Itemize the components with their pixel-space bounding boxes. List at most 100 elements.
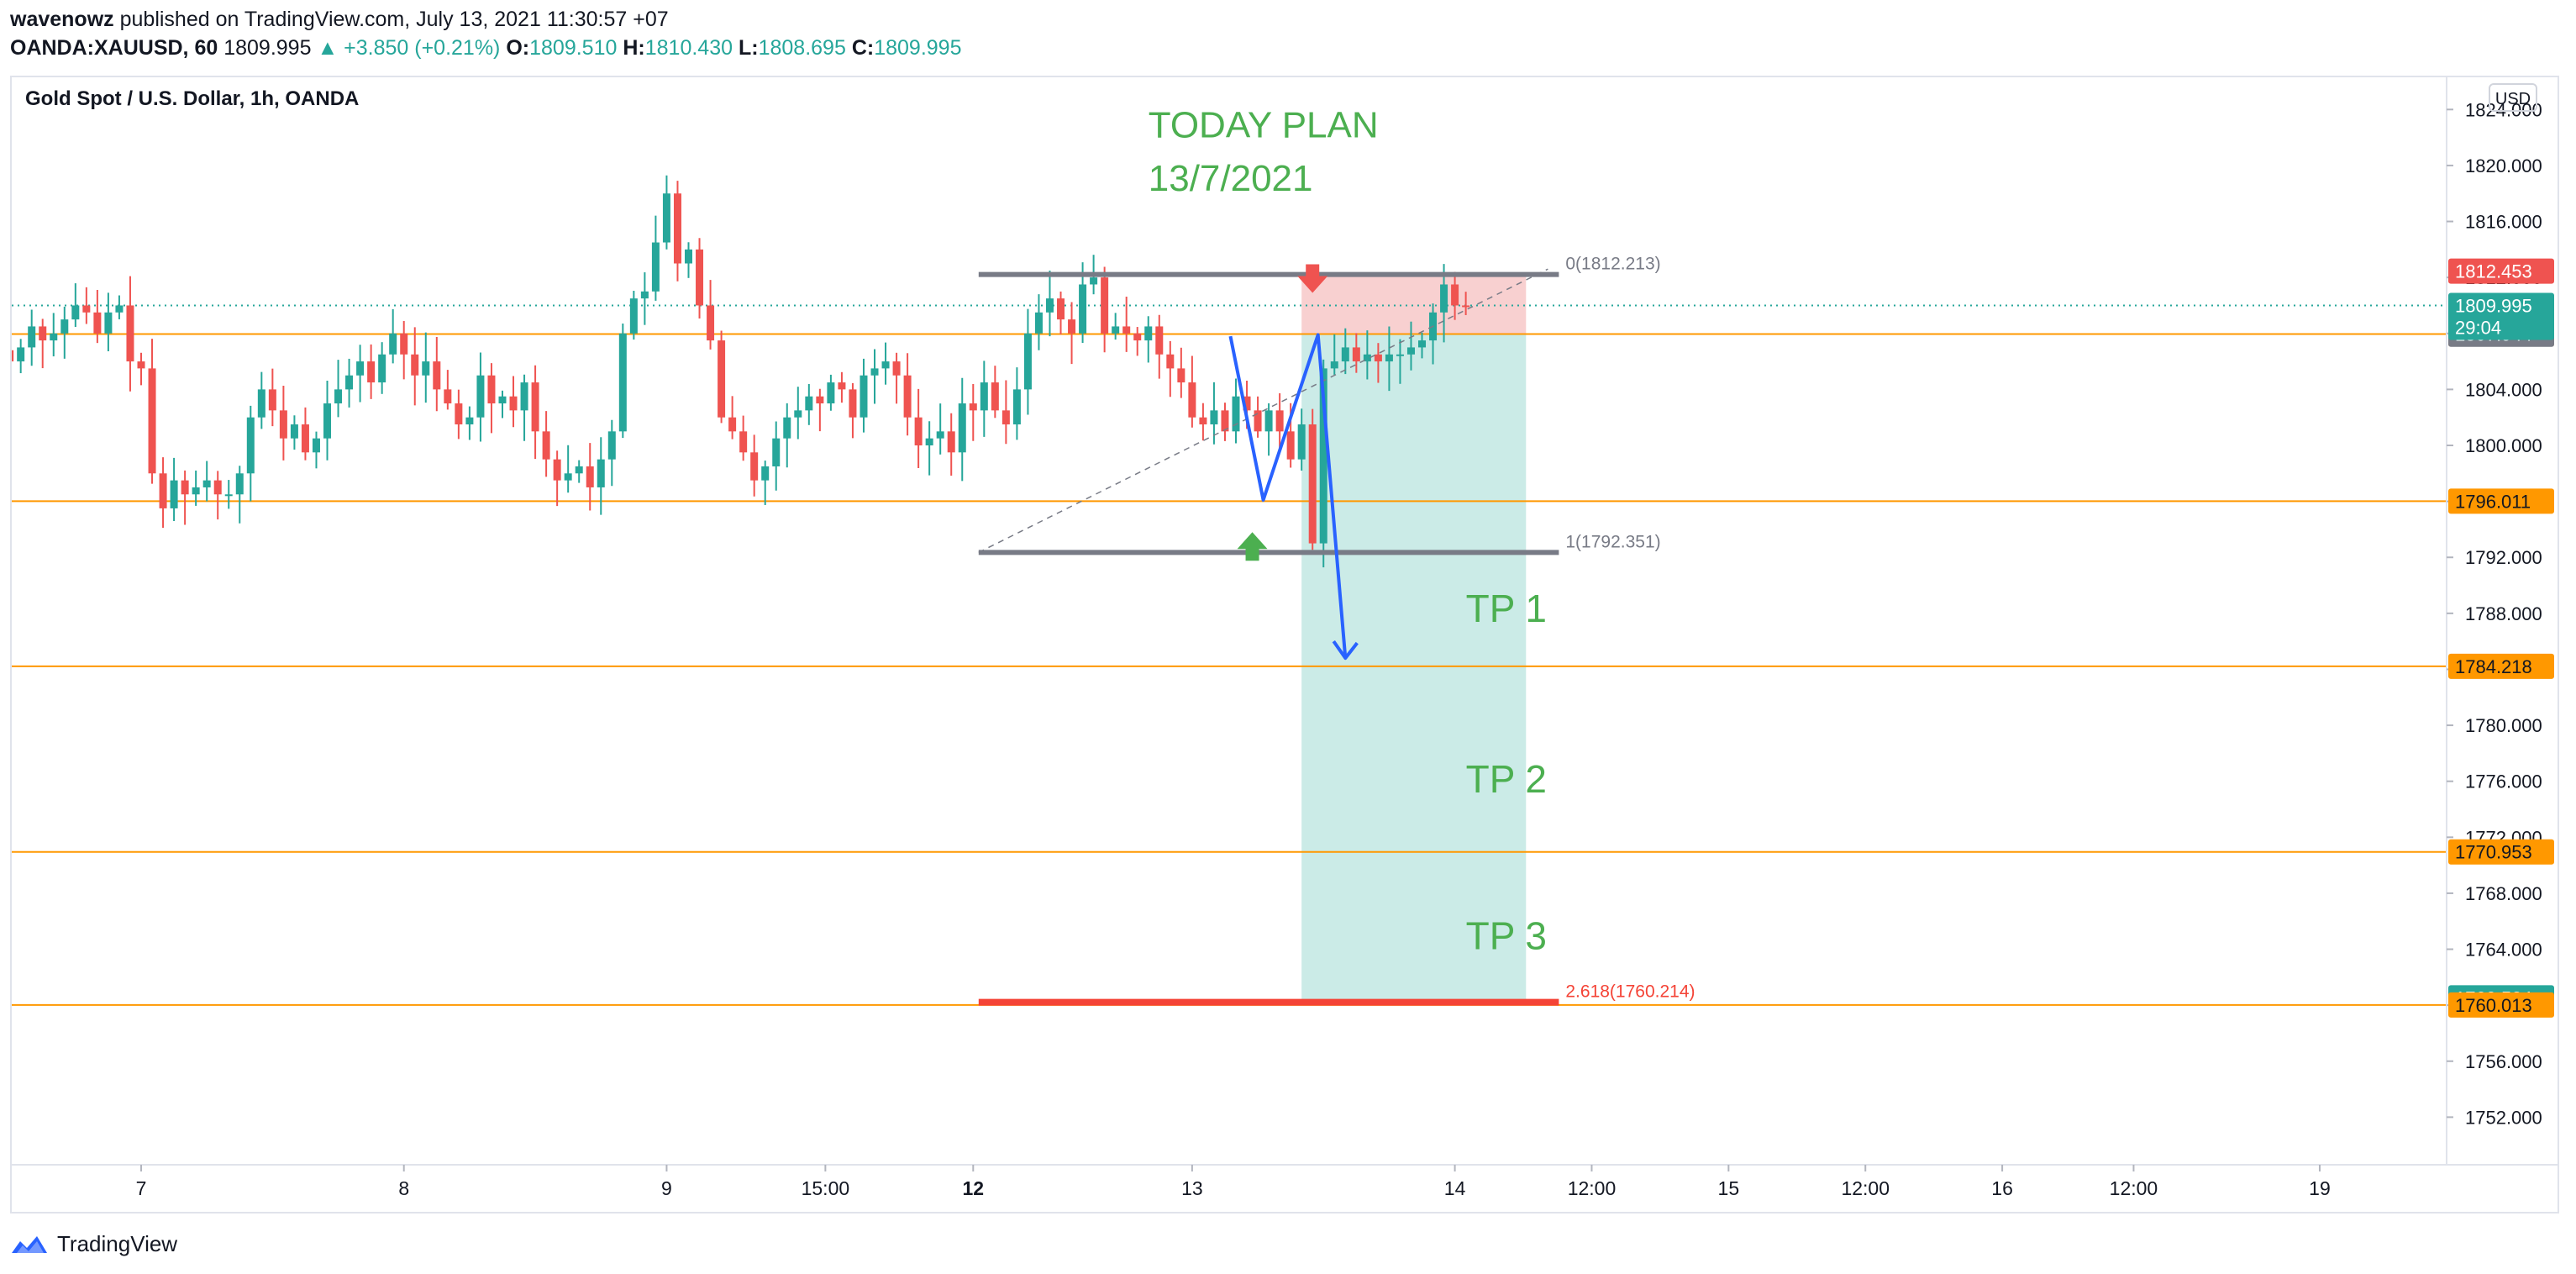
candle-body <box>1144 326 1153 341</box>
candle <box>629 291 638 340</box>
open-value: 1809.510 <box>529 36 618 60</box>
candle <box>586 443 594 511</box>
chart-annotation: 13/7/2021 <box>1149 158 1313 199</box>
close-label: C: <box>851 36 875 60</box>
candle <box>12 350 14 362</box>
candle <box>1023 308 1032 415</box>
candle-body <box>1286 431 1295 460</box>
current-price-tag: 1809.995 <box>2455 296 2532 317</box>
candle-body <box>246 417 255 474</box>
candle-body <box>761 466 770 481</box>
candle-body <box>1374 354 1382 362</box>
candle-body <box>400 333 408 355</box>
y-tick-label: 1780.000 <box>2465 715 2542 736</box>
stop-loss-zone <box>1301 274 1527 334</box>
candle-body <box>126 305 134 362</box>
candle <box>1462 292 1470 315</box>
currency-button[interactable]: USD <box>2489 83 2537 112</box>
candle <box>509 376 518 428</box>
candle-body <box>487 375 496 404</box>
candle <box>542 411 550 477</box>
chart-annotation: TP 1 <box>1466 587 1547 630</box>
candle <box>1112 313 1120 340</box>
candle <box>739 415 748 461</box>
candle-body <box>104 312 113 334</box>
candle-body <box>367 361 376 383</box>
candle-body <box>235 473 244 495</box>
y-tick-label: 1776.000 <box>2465 771 2542 792</box>
open-label: O: <box>506 36 530 60</box>
candle-body <box>925 438 933 445</box>
candle <box>159 457 167 529</box>
candle <box>257 371 265 429</box>
candle <box>345 358 354 408</box>
x-tick-label: 12:00 <box>2110 1177 2158 1199</box>
price-tag-bg <box>2448 258 2554 284</box>
candle <box>411 327 419 406</box>
candle-body <box>257 389 265 418</box>
candle <box>707 280 715 350</box>
fib-level-label: 1(1792.351) <box>1565 532 1660 551</box>
candle <box>389 308 397 364</box>
current-price-tag-bg <box>2448 292 2554 340</box>
candle-body <box>1451 284 1459 306</box>
candle-body <box>301 424 309 453</box>
candle-body <box>224 494 233 497</box>
candle-body <box>1462 305 1470 308</box>
candle <box>1122 297 1131 352</box>
symbol: OANDA:XAUUSD, 60 <box>10 36 218 60</box>
y-tick-label: 1764.000 <box>2465 940 2542 961</box>
candle <box>673 181 681 282</box>
candle-body <box>783 417 791 439</box>
candle-body <box>192 487 200 495</box>
candle-body <box>718 340 726 418</box>
candle <box>1363 330 1371 380</box>
candle-body <box>1319 368 1327 544</box>
candle <box>301 407 309 461</box>
x-tick-label: 14 <box>1444 1177 1466 1199</box>
candle <box>881 342 890 385</box>
high-label: H: <box>623 36 645 60</box>
candle <box>1045 271 1054 337</box>
candle-body <box>1090 277 1098 285</box>
candle <box>728 396 737 440</box>
candle-body <box>389 333 397 355</box>
candle <box>455 389 463 440</box>
candle <box>246 405 255 502</box>
y-tick-label: 1820.000 <box>2465 155 2542 176</box>
candle <box>597 437 605 515</box>
candle <box>400 320 408 380</box>
candle <box>651 215 660 301</box>
price-tag-bg <box>2448 488 2554 514</box>
x-tick-label: 12:00 <box>1841 1177 1890 1199</box>
candle <box>1440 264 1448 343</box>
candle-body <box>849 389 857 418</box>
candle-body <box>213 480 222 495</box>
candle-body <box>1396 354 1404 356</box>
candle-body <box>82 305 91 313</box>
candle-body <box>1254 410 1262 432</box>
candle-body <box>170 480 178 508</box>
candle-body <box>597 459 605 487</box>
candle <box>564 445 572 493</box>
candle-body <box>422 361 430 376</box>
price-tag-bg <box>2448 839 2554 865</box>
candle <box>1199 403 1207 441</box>
candle <box>618 324 627 439</box>
candle-body <box>71 305 80 320</box>
candle-body <box>60 319 69 334</box>
candle <box>367 344 376 399</box>
low-label: L: <box>738 36 759 60</box>
x-tick-label: 19 <box>2309 1177 2331 1199</box>
candle <box>1232 378 1240 444</box>
candle-body <box>1177 368 1185 383</box>
candle-body <box>1122 326 1131 334</box>
candle-body <box>498 396 507 404</box>
x-tick-label: 12 <box>962 1177 984 1199</box>
candle-body <box>640 291 649 299</box>
candle-body <box>980 382 988 411</box>
candle <box>761 461 770 505</box>
candle-body <box>1133 333 1142 341</box>
candle <box>750 434 759 497</box>
